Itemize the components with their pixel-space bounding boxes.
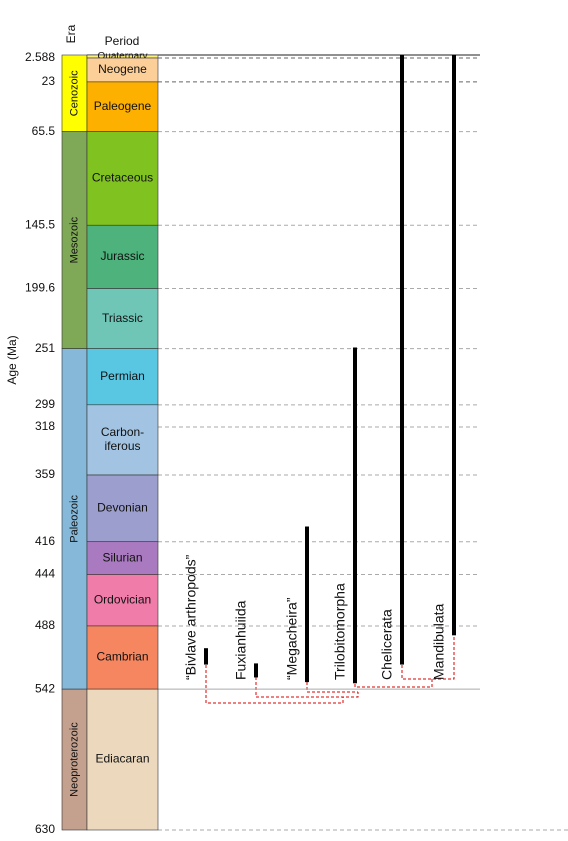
period-band	[86, 131, 159, 226]
tick-label: 23	[42, 74, 56, 88]
period-band	[86, 348, 159, 406]
period-label: Triassic	[102, 311, 143, 325]
taxon-label: “Megacheira”	[284, 597, 300, 680]
tick-label: 65.5	[32, 124, 56, 138]
period-label: Quaternary	[97, 51, 147, 62]
taxon-label: Mandibulata	[431, 604, 447, 680]
period-label: Cambrian	[96, 650, 148, 664]
tick-label: 145.5	[25, 217, 55, 231]
tick-label: 251	[35, 341, 55, 355]
period-band	[86, 404, 159, 476]
period-label: Ediacaran	[95, 752, 149, 766]
period-header: Period	[105, 34, 140, 48]
taxon-range	[400, 55, 404, 665]
period-label: Jurassic	[100, 249, 144, 263]
tick-label: 2.588	[25, 50, 55, 64]
period-band	[86, 288, 159, 349]
taxon-label: Trilobitomorpha	[332, 583, 348, 680]
period-band	[86, 81, 159, 132]
taxon-label: Chelicerata	[379, 609, 395, 680]
period-label: Neogene	[98, 62, 147, 76]
period-band	[86, 224, 159, 289]
period-band	[86, 625, 159, 690]
cladogram	[205, 635, 455, 704]
era-band	[61, 688, 88, 831]
period-label: Ordovician	[94, 592, 151, 606]
period-band	[86, 688, 159, 831]
tick-label: 299	[35, 397, 55, 411]
tick-label: 444	[35, 567, 55, 581]
period-label: Carbon-iferous	[101, 425, 144, 453]
taxon-label: “Bivlave arthropods”	[183, 554, 199, 680]
tick-label: 416	[35, 534, 55, 548]
period-label: Permian	[100, 369, 145, 383]
tick-label: 488	[35, 618, 55, 632]
era-band	[61, 131, 88, 349]
era-label: Mesozoic	[68, 216, 80, 263]
period-label: Paleogene	[94, 99, 152, 113]
tick-label: 359	[35, 467, 55, 481]
period-label: Cretaceous	[92, 171, 153, 185]
era-band	[61, 54, 88, 132]
period-label: Silurian	[102, 550, 142, 564]
tick-label: 542	[35, 681, 55, 695]
era-label: Paleozoic	[68, 495, 80, 543]
taxon-range	[305, 526, 309, 683]
tick-label: 630	[35, 822, 55, 836]
era-label: Neoproterozoic	[68, 722, 80, 797]
tick-label: 199.6	[25, 281, 55, 295]
period-band	[86, 474, 159, 543]
taxon-range	[204, 648, 208, 665]
tick-label: 318	[35, 419, 55, 433]
era-label: Cenozoic	[68, 70, 80, 116]
period-band	[86, 574, 159, 627]
taxon-label: Fuxianhuiida	[233, 600, 249, 680]
period-label: Devonian	[97, 501, 148, 515]
era-header: Era	[64, 24, 78, 43]
axis-label: Age (Ma)	[5, 335, 19, 384]
taxon-range	[452, 55, 456, 636]
taxon-range	[353, 347, 357, 684]
period-band	[86, 541, 159, 575]
taxon-range	[254, 663, 258, 678]
era-band	[61, 348, 88, 690]
